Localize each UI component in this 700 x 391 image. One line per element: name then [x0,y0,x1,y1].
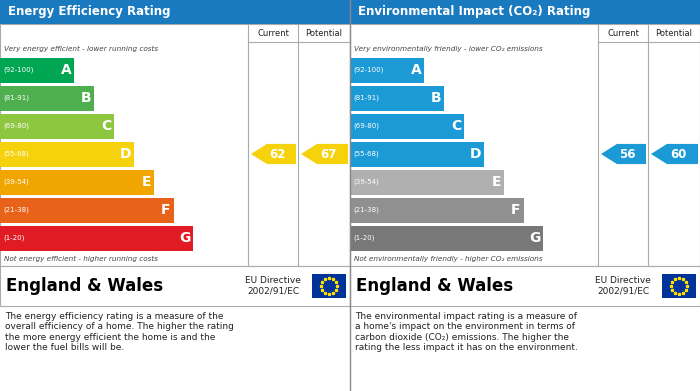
Text: E: E [491,175,500,189]
Text: Energy Efficiency Rating: Energy Efficiency Rating [8,5,171,18]
Bar [350,197,524,222]
Text: 62: 62 [269,147,285,160]
Text: G: G [179,231,190,245]
Text: The environmental impact rating is a measure of
a home's impact on the environme: The environmental impact rating is a mea… [355,312,578,352]
Text: B: B [430,91,441,105]
Bar [0,113,114,138]
Bar [0,226,193,251]
Bar [350,226,543,251]
Polygon shape [601,144,646,164]
Text: (39-54): (39-54) [353,179,379,185]
Text: E: E [141,175,150,189]
Text: England & Wales: England & Wales [356,277,513,295]
Text: (21-38): (21-38) [353,207,379,213]
Bar [350,266,700,306]
Text: (69-80): (69-80) [353,123,379,129]
Bar [0,197,174,222]
Text: (81-91): (81-91) [3,95,29,101]
Text: 67: 67 [320,147,336,160]
Bar [350,24,700,266]
Text: (39-54): (39-54) [3,179,29,185]
Text: (92-100): (92-100) [353,67,384,73]
Bar [350,57,424,83]
Bar [0,57,74,83]
Polygon shape [651,144,698,164]
Text: (55-68): (55-68) [3,151,29,157]
Bar [350,86,444,111]
Text: Not environmentally friendly - higher CO₂ emissions: Not environmentally friendly - higher CO… [354,256,542,262]
Text: England & Wales: England & Wales [6,277,163,295]
Bar [0,170,154,194]
Text: Current: Current [607,29,639,38]
Text: Environmental Impact (CO₂) Rating: Environmental Impact (CO₂) Rating [358,5,590,18]
Text: (21-38): (21-38) [3,207,29,213]
Bar [662,274,696,298]
Bar [0,86,94,111]
Text: (1-20): (1-20) [3,235,25,241]
Text: The energy efficiency rating is a measure of the
overall efficiency of a home. T: The energy efficiency rating is a measur… [5,312,234,352]
Text: EU Directive
2002/91/EC: EU Directive 2002/91/EC [245,276,301,296]
Text: D: D [120,147,131,161]
Bar [0,0,350,24]
Text: (55-68): (55-68) [353,151,379,157]
Text: Potential: Potential [655,29,692,38]
Bar [350,113,464,138]
Bar [312,274,346,298]
Text: (81-91): (81-91) [353,95,379,101]
Bar [0,24,350,266]
Text: F: F [161,203,171,217]
Text: (92-100): (92-100) [3,67,34,73]
Text: EU Directive
2002/91/EC: EU Directive 2002/91/EC [595,276,651,296]
Text: C: C [451,119,461,133]
Text: A: A [61,63,71,77]
Text: A: A [411,63,421,77]
Bar [0,142,134,167]
Text: B: B [80,91,91,105]
Polygon shape [301,144,348,164]
Text: (69-80): (69-80) [3,123,29,129]
Text: 60: 60 [670,147,686,160]
Text: Very energy efficient - lower running costs: Very energy efficient - lower running co… [4,46,158,52]
Text: F: F [511,203,521,217]
Text: Not energy efficient - higher running costs: Not energy efficient - higher running co… [4,256,158,262]
Text: Potential: Potential [305,29,342,38]
Text: D: D [470,147,481,161]
Bar [350,142,484,167]
Text: 56: 56 [619,147,636,160]
Polygon shape [251,144,296,164]
Bar [350,0,700,24]
Bar [350,170,504,194]
Text: G: G [529,231,540,245]
Text: C: C [101,119,111,133]
Text: Very environmentally friendly - lower CO₂ emissions: Very environmentally friendly - lower CO… [354,46,542,52]
Text: (1-20): (1-20) [353,235,375,241]
Bar [0,266,350,306]
Text: Current: Current [257,29,289,38]
